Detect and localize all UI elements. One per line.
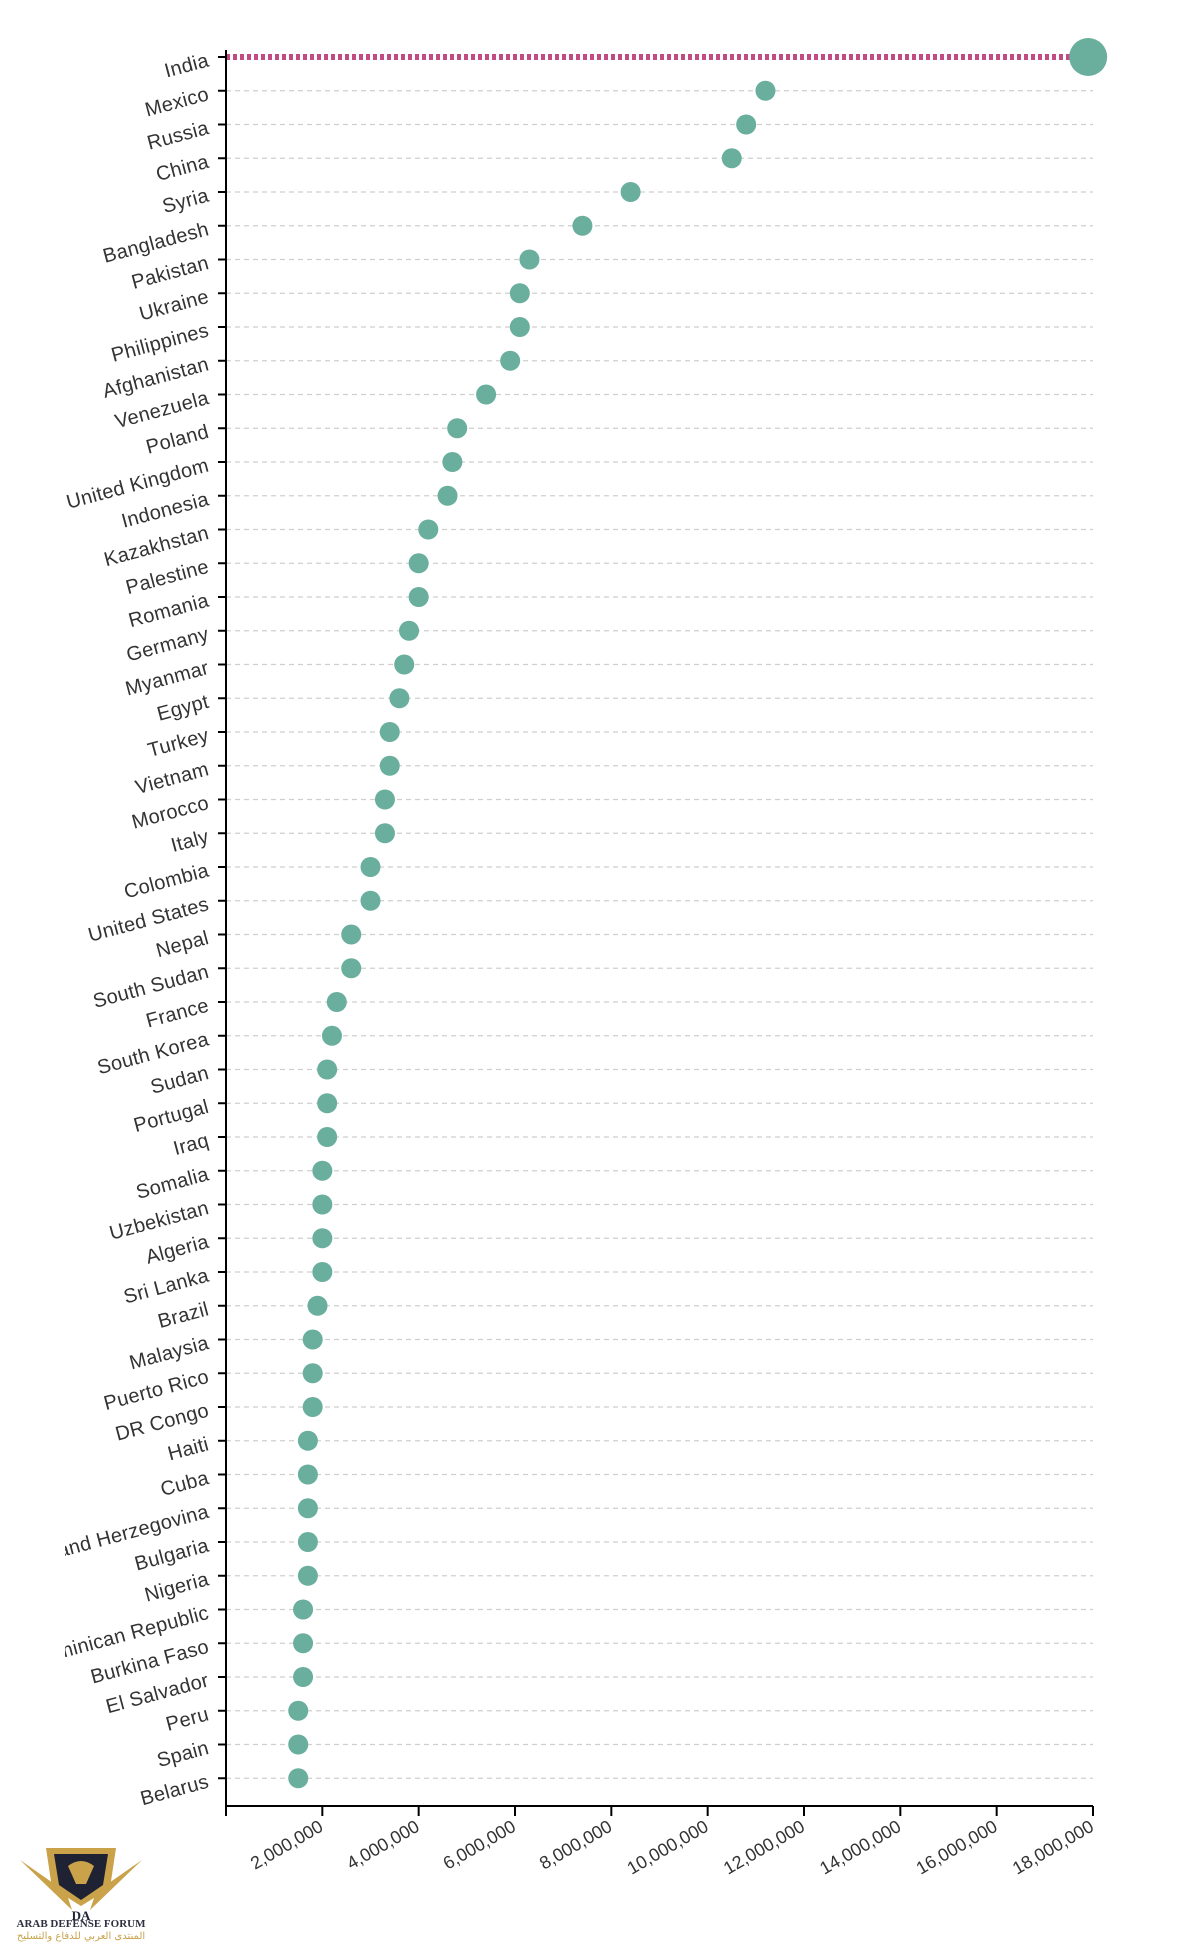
logo-letters: DA [72,1908,91,1922]
data-point [326,992,347,1012]
x-tick-label: 8,000,000 [536,1816,615,1873]
data-point [293,1633,314,1654]
category-label: Belarus [138,1771,211,1810]
data-point [360,857,381,877]
data-point [297,1464,318,1485]
data-point [721,148,742,169]
x-tick-label: 16,000,000 [913,1816,1001,1878]
data-point [297,1565,318,1586]
data-point [374,789,395,810]
data-point [302,1329,323,1350]
category-label: Nepal [154,927,212,962]
data-point [437,485,458,506]
x-tick-label: 2,000,000 [247,1816,326,1873]
category-label: Syria [160,184,212,218]
category-label: Cuba [158,1467,212,1501]
category-label: Russia [145,117,212,155]
data-point [519,249,540,270]
data-point [572,215,593,236]
data-point [1069,38,1108,76]
category-label: Ukraine [137,286,211,326]
data-point [288,1768,309,1789]
data-point [297,1430,318,1451]
data-point [476,384,497,405]
data-point [297,1532,318,1552]
x-tick-labels: 2,000,000 4,000,000 6,000,000 8,000,000 10,0… [247,1816,1097,1878]
data-point [312,1262,333,1282]
data-point [500,350,521,371]
category-label: Egypt [155,691,212,726]
data-point [341,958,362,979]
category-label: Turkey [146,725,212,762]
data-point [389,688,410,709]
category-label: Italy [169,826,212,857]
category-label: Spain [155,1737,212,1772]
x-tick-label: 12,000,000 [720,1816,808,1878]
watermark-name-ar: المنتدى العربي للدفاع والتسليح [16,1931,146,1942]
data-point [302,1363,323,1384]
x-tick-label: 14,000,000 [816,1816,904,1878]
data-point [288,1734,309,1755]
data-point [360,890,381,911]
x-tick-label: 4,000,000 [343,1816,422,1873]
category-labels: IndiaMexicoRussiaChinaSyriaBangladeshPak… [65,49,212,1810]
data-point [447,418,468,439]
category-label: China [154,151,212,186]
x-tick-label: 18,000,000 [1009,1816,1097,1878]
category-label: Iraq [171,1130,211,1160]
data-point [374,823,395,844]
data-point [379,722,400,742]
data-point [302,1397,323,1417]
data-point [442,452,463,472]
data-point [736,114,757,135]
forum-watermark: DA ARAB DEFENSE FORUM المنتدى العربي للد… [6,1830,156,1942]
category-label: Haiti [165,1433,211,1465]
category-label: Algeria [143,1231,211,1269]
data-point [418,519,439,540]
data-point [288,1700,309,1721]
category-label: India [162,49,212,82]
data-point [307,1295,328,1316]
category-label: France [144,995,212,1033]
data-point [620,182,641,202]
x-tick-label: 10,000,000 [624,1816,712,1878]
data-point [321,1025,342,1046]
data-point [312,1160,333,1181]
data-point [293,1599,314,1620]
data-point [312,1194,333,1215]
eagle-logo-icon: DA [20,1848,142,1923]
category-label: Mexico [143,83,212,121]
data-point [408,587,429,607]
x-tick-label: 6,000,000 [440,1816,519,1873]
data-point [341,924,362,945]
data-point [293,1667,314,1687]
data-point [408,553,429,574]
data-point [399,620,420,641]
data-point [317,1059,338,1080]
data-point [755,80,776,101]
data-point [312,1228,333,1249]
category-label: Nigeria [142,1568,211,1606]
data-point [297,1498,318,1519]
category-label: Peru [164,1703,212,1735]
data-point [317,1093,338,1114]
category-label: Brazil [156,1298,212,1333]
data-point [394,654,415,675]
data-point [509,283,530,304]
data-point [509,317,530,337]
data-point [379,755,400,776]
category-label: Sudan [148,1062,211,1099]
data-point [317,1127,338,1147]
watermark-name-en: ARAB DEFENSE FORUM [16,1918,146,1930]
category-label: Poland [144,421,212,459]
